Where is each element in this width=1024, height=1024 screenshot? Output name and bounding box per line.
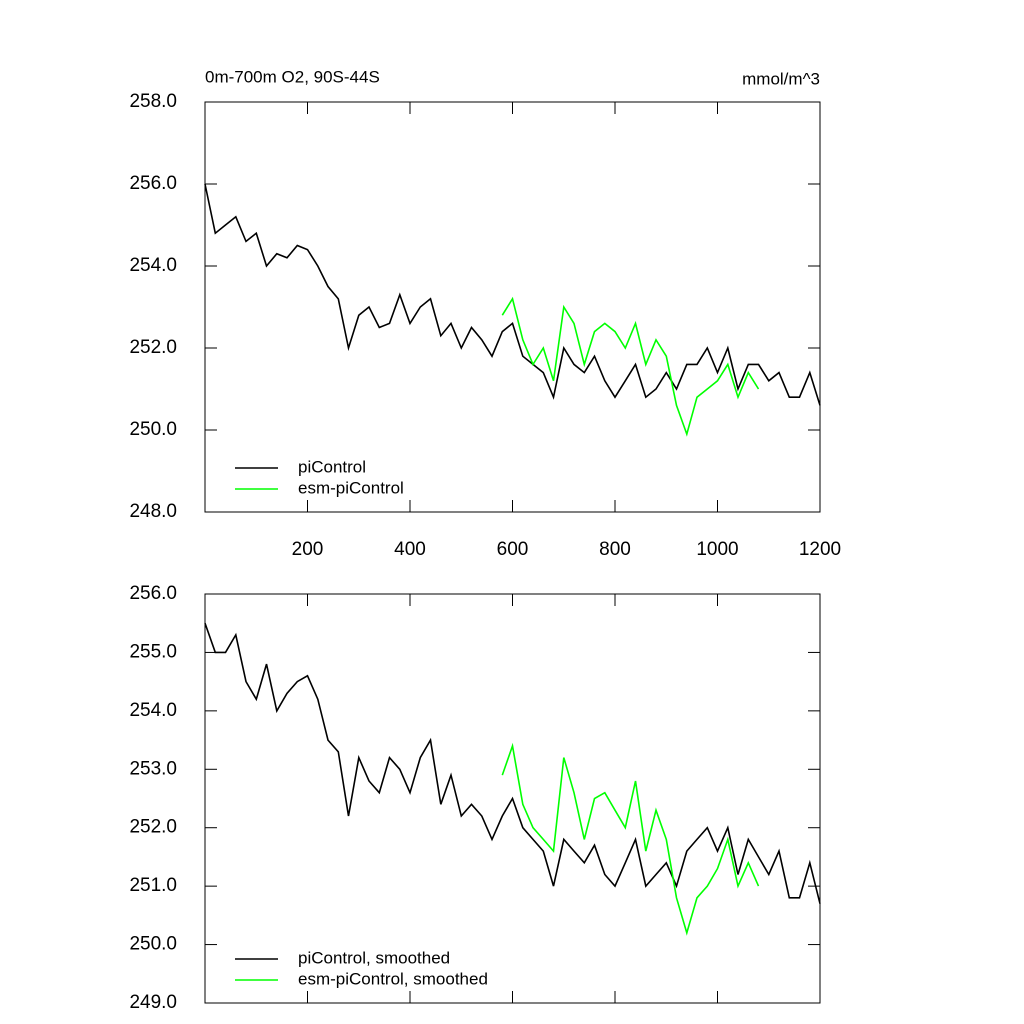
y-tick-label: 249.0 <box>129 992 177 1013</box>
y-tick-label: 252.0 <box>129 817 177 838</box>
y-tick-label: 248.0 <box>129 501 177 522</box>
legend-label: esm-piControl <box>298 478 404 497</box>
y-tick-label: 256.0 <box>129 173 177 194</box>
y-tick-label: 250.0 <box>129 934 177 955</box>
legend-label: esm-piControl, smoothed <box>298 969 488 988</box>
x-tick-label: 800 <box>599 539 631 560</box>
y-tick-label: 250.0 <box>129 419 177 440</box>
y-tick-label: 252.0 <box>129 337 177 358</box>
x-tick-label: 600 <box>497 539 529 560</box>
series-line <box>204 183 821 406</box>
y-tick-label: 254.0 <box>129 700 177 721</box>
series-line <box>204 622 821 904</box>
y-tick-label: 251.0 <box>129 875 177 896</box>
y-tick-label: 254.0 <box>129 255 177 276</box>
y-tick-label: 253.0 <box>129 758 177 779</box>
y-tick-label: 256.0 <box>129 583 177 604</box>
y-tick-label: 255.0 <box>129 641 177 662</box>
plot-frame <box>204 101 821 513</box>
x-tick-label: 200 <box>292 539 324 560</box>
units-label: mmol/m^3 <box>742 69 820 88</box>
y-tick-label: 258.0 <box>129 91 177 112</box>
x-tick-label: 1000 <box>696 539 738 560</box>
x-tick-label: 1200 <box>799 539 841 560</box>
x-tick-label: 400 <box>394 539 426 560</box>
chart-title: 0m-700m O2, 90S-44S <box>205 67 380 86</box>
legend-label: piControl <box>298 457 366 476</box>
legend-label: piControl, smoothed <box>298 948 450 967</box>
series-line <box>501 296 760 437</box>
series-line <box>501 742 760 936</box>
